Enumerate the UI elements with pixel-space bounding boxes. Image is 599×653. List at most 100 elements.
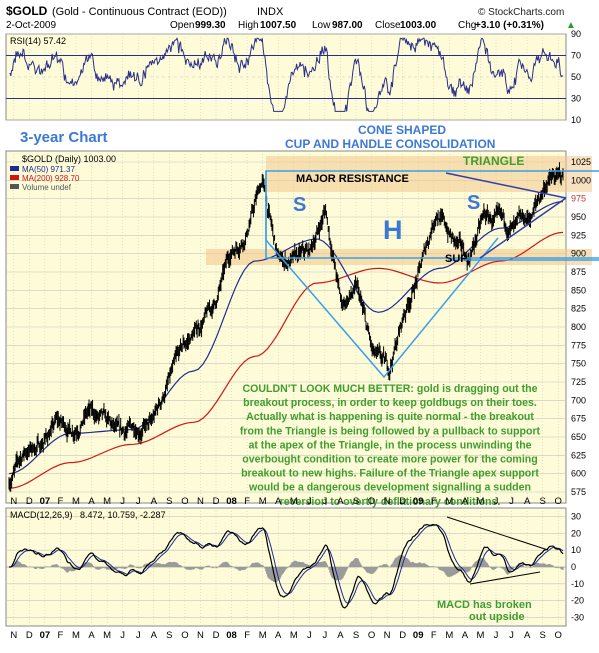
macd-hist-bar bbox=[141, 567, 142, 568]
ohlc-close-label: Close bbox=[375, 20, 401, 31]
month-tick-label: N bbox=[10, 496, 17, 507]
legend-entry: MA(50) 971.37 bbox=[22, 165, 75, 174]
macd-hist-bar bbox=[377, 567, 378, 568]
month-tick-label: J bbox=[136, 630, 141, 641]
macd-hist-bar bbox=[554, 566, 555, 567]
price-tick-label: 800 bbox=[571, 322, 586, 332]
month-tick-label: M bbox=[445, 496, 453, 507]
month-tick-label: J bbox=[307, 630, 312, 641]
chart-date: 2-Oct-2009 bbox=[6, 20, 56, 31]
month-tick-label: F bbox=[431, 630, 437, 641]
month-tick-label: J bbox=[323, 496, 328, 507]
price-tick-label: 900 bbox=[571, 249, 586, 259]
price-tick-label: 775 bbox=[571, 340, 586, 350]
ohlc-chg-label: Chg bbox=[458, 20, 476, 31]
legend-entry: Volume undef bbox=[22, 183, 72, 192]
month-tick-label: M bbox=[72, 496, 80, 507]
month-tick-label: A bbox=[275, 496, 282, 507]
month-tick-label: M bbox=[476, 496, 484, 507]
macd-hist-bar bbox=[327, 565, 328, 567]
macd-tick-label: 20 bbox=[571, 528, 581, 538]
month-tick-label: S bbox=[166, 496, 172, 507]
month-tick-label: N bbox=[384, 496, 391, 507]
price-tick-label: 650 bbox=[571, 432, 586, 442]
ohlc-high-value: 1007.50 bbox=[260, 20, 297, 31]
month-tick-label: A bbox=[151, 496, 158, 507]
month-tick-label: A bbox=[337, 630, 344, 641]
month-tick-label: S bbox=[539, 630, 545, 641]
month-tick-label: J bbox=[494, 496, 499, 507]
month-tick-label: A bbox=[524, 496, 531, 507]
macd-tick-label: 10 bbox=[571, 545, 581, 555]
month-tick-label: A bbox=[524, 630, 531, 641]
month-tick-label: M bbox=[290, 630, 298, 641]
macd-note-2: out upside bbox=[469, 611, 525, 623]
month-tick-label: 08 bbox=[226, 630, 237, 641]
month-tick-label: D bbox=[399, 630, 406, 641]
month-tick-label: N bbox=[384, 630, 391, 641]
rsi-tick-label: 70 bbox=[571, 51, 581, 61]
month-tick-label: F bbox=[244, 496, 250, 507]
month-tick-label: J bbox=[120, 630, 125, 641]
month-tick-label: S bbox=[539, 496, 545, 507]
month-tick-label: O bbox=[181, 630, 188, 641]
resistance-label: MAJOR RESISTANCE bbox=[296, 173, 409, 185]
price-tick-label: 950 bbox=[571, 212, 586, 222]
rsi-label: RSI(14) 57.42 bbox=[10, 36, 66, 46]
macd-note-1: MACD has broken bbox=[437, 599, 532, 611]
chart-title-exchange: INDX bbox=[257, 6, 284, 18]
ohlc-open-value: 999.30 bbox=[195, 20, 226, 31]
month-tick-label: 08 bbox=[226, 496, 237, 507]
legend-swatch bbox=[10, 166, 19, 171]
month-tick-label: F bbox=[244, 630, 250, 641]
triangle-label: TRIANGLE bbox=[463, 154, 524, 168]
month-tick-label: D bbox=[26, 630, 33, 641]
month-tick-label: F bbox=[58, 496, 64, 507]
price-tick-label: 875 bbox=[571, 267, 586, 277]
month-tick-label: D bbox=[213, 496, 220, 507]
month-tick-label: O bbox=[555, 496, 562, 507]
macd-hist-bar bbox=[471, 567, 472, 568]
commentary-line: breakout to new highs. Failure of the Tr… bbox=[241, 468, 539, 480]
commentary-line: would be a dangerous development signall… bbox=[248, 482, 531, 494]
commentary-line: at the apex of the Triangle, in the proc… bbox=[248, 439, 531, 451]
macd-hist-bar bbox=[59, 566, 60, 567]
month-tick-label: N bbox=[197, 630, 204, 641]
ohlc-low-label: Low bbox=[312, 20, 331, 31]
macd-hist-bar bbox=[347, 567, 348, 569]
ohlc-close-value: 1003.00 bbox=[400, 20, 437, 31]
chart-title-symbol: $GOLD bbox=[6, 4, 48, 18]
month-tick-label: O bbox=[368, 496, 375, 507]
ohlc-chg-value: +3.10 (+0.31%) bbox=[475, 20, 544, 31]
month-tick-label: A bbox=[337, 496, 344, 507]
support-label: SUP. bbox=[445, 253, 469, 265]
month-tick-label: 07 bbox=[40, 496, 51, 507]
month-tick-label: 09 bbox=[413, 496, 424, 507]
month-tick-label: M bbox=[476, 630, 484, 641]
price-tick-label: 725 bbox=[571, 377, 586, 387]
legend-swatch bbox=[10, 184, 19, 189]
price-tick-label: 600 bbox=[571, 469, 586, 479]
three-year-label: 3-year Chart bbox=[20, 129, 108, 146]
chart-title-desc: (Gold - Continuous Contract (EOD)) bbox=[52, 6, 227, 18]
month-tick-label: M bbox=[103, 496, 111, 507]
month-tick-label: S bbox=[166, 630, 172, 641]
commentary-line: COULDN'T LOOK MUCH BETTER: gold is dragg… bbox=[243, 383, 538, 395]
month-tick-label: M bbox=[445, 630, 453, 641]
left-shoulder-label: S bbox=[293, 194, 306, 216]
macd-tick-label: 0 bbox=[571, 562, 576, 572]
price-tick-label: 675 bbox=[571, 414, 586, 424]
price-tick-label: 1025 bbox=[571, 157, 591, 167]
month-tick-label: N bbox=[10, 630, 17, 641]
macd-hist-bar bbox=[287, 567, 288, 568]
month-tick-label: J bbox=[509, 630, 514, 641]
month-tick-label: J bbox=[120, 496, 125, 507]
macd-tick-label: 30 bbox=[571, 511, 581, 521]
macd-label: MACD(12,26,9) bbox=[10, 510, 73, 520]
month-tick-label: M bbox=[259, 496, 267, 507]
ohlc-low-value: 987.00 bbox=[332, 20, 363, 31]
month-tick-label: A bbox=[151, 630, 158, 641]
